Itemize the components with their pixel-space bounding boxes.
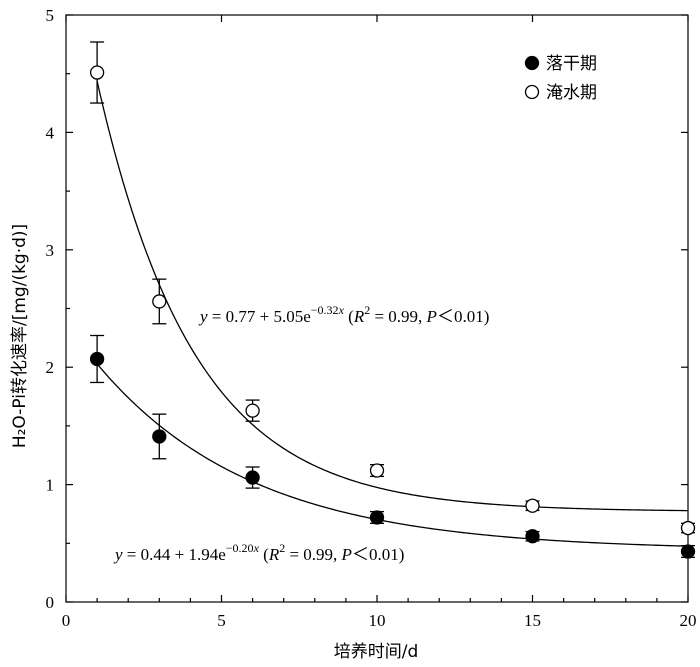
data-point-flood xyxy=(245,403,260,418)
data-point-dry xyxy=(89,351,105,367)
x-tick-label: 10 xyxy=(369,611,386,630)
data-points xyxy=(89,65,696,559)
data-point-dry xyxy=(369,510,385,525)
x-axis-title: 培养时间/d xyxy=(334,642,419,662)
data-point-flood xyxy=(680,520,696,536)
legend: 落干期 淹水期 xyxy=(524,54,597,103)
legend-marker-flood xyxy=(524,84,540,100)
y-axis-title: H₂O-Pi转化速率/[mg/(kg·d)] xyxy=(10,224,30,448)
fit-curve-dry xyxy=(96,363,689,547)
y-tick-label: 0 xyxy=(46,593,55,612)
data-point-dry xyxy=(245,470,260,485)
y-tick-label: 3 xyxy=(46,241,55,260)
fit-curve-flood xyxy=(96,80,689,512)
legend-label-flood: 淹水期 xyxy=(546,83,597,103)
error-bars xyxy=(90,41,695,559)
data-point-flood xyxy=(369,463,385,478)
x-tick-label: 0 xyxy=(62,611,71,630)
fit-equation-flood: y = 0.77 + 5.05e−0.32x (R2 = 0.99, P＜0.0… xyxy=(198,303,489,326)
y-axis-title-text: H₂O-Pi转化速率/[mg/(kg·d)] xyxy=(10,224,30,448)
ticks: 0 5 10 15 20 0 1 2 3 4 5 xyxy=(46,6,697,630)
y-tick-label: 1 xyxy=(46,476,55,495)
data-point-flood xyxy=(525,498,540,513)
legend-label-dry: 落干期 xyxy=(546,54,597,74)
fit-curves xyxy=(96,80,689,547)
data-point-flood xyxy=(89,65,105,80)
y-tick-label: 5 xyxy=(46,6,55,25)
x-tick-label: 15 xyxy=(524,611,541,630)
fit-equation-dry: y = 0.44 + 1.94e−0.20x (R2 = 0.99, P＜0.0… xyxy=(113,541,404,564)
data-point-flood xyxy=(152,294,167,309)
y-tick-label: 4 xyxy=(46,123,55,142)
data-point-dry xyxy=(152,429,167,444)
x-tick-label: 20 xyxy=(680,611,697,630)
legend-marker-dry xyxy=(524,55,540,71)
y-tick-label: 2 xyxy=(46,358,55,377)
data-point-dry xyxy=(680,544,696,559)
data-point-dry xyxy=(525,529,540,544)
x-tick-label: 5 xyxy=(217,611,226,630)
